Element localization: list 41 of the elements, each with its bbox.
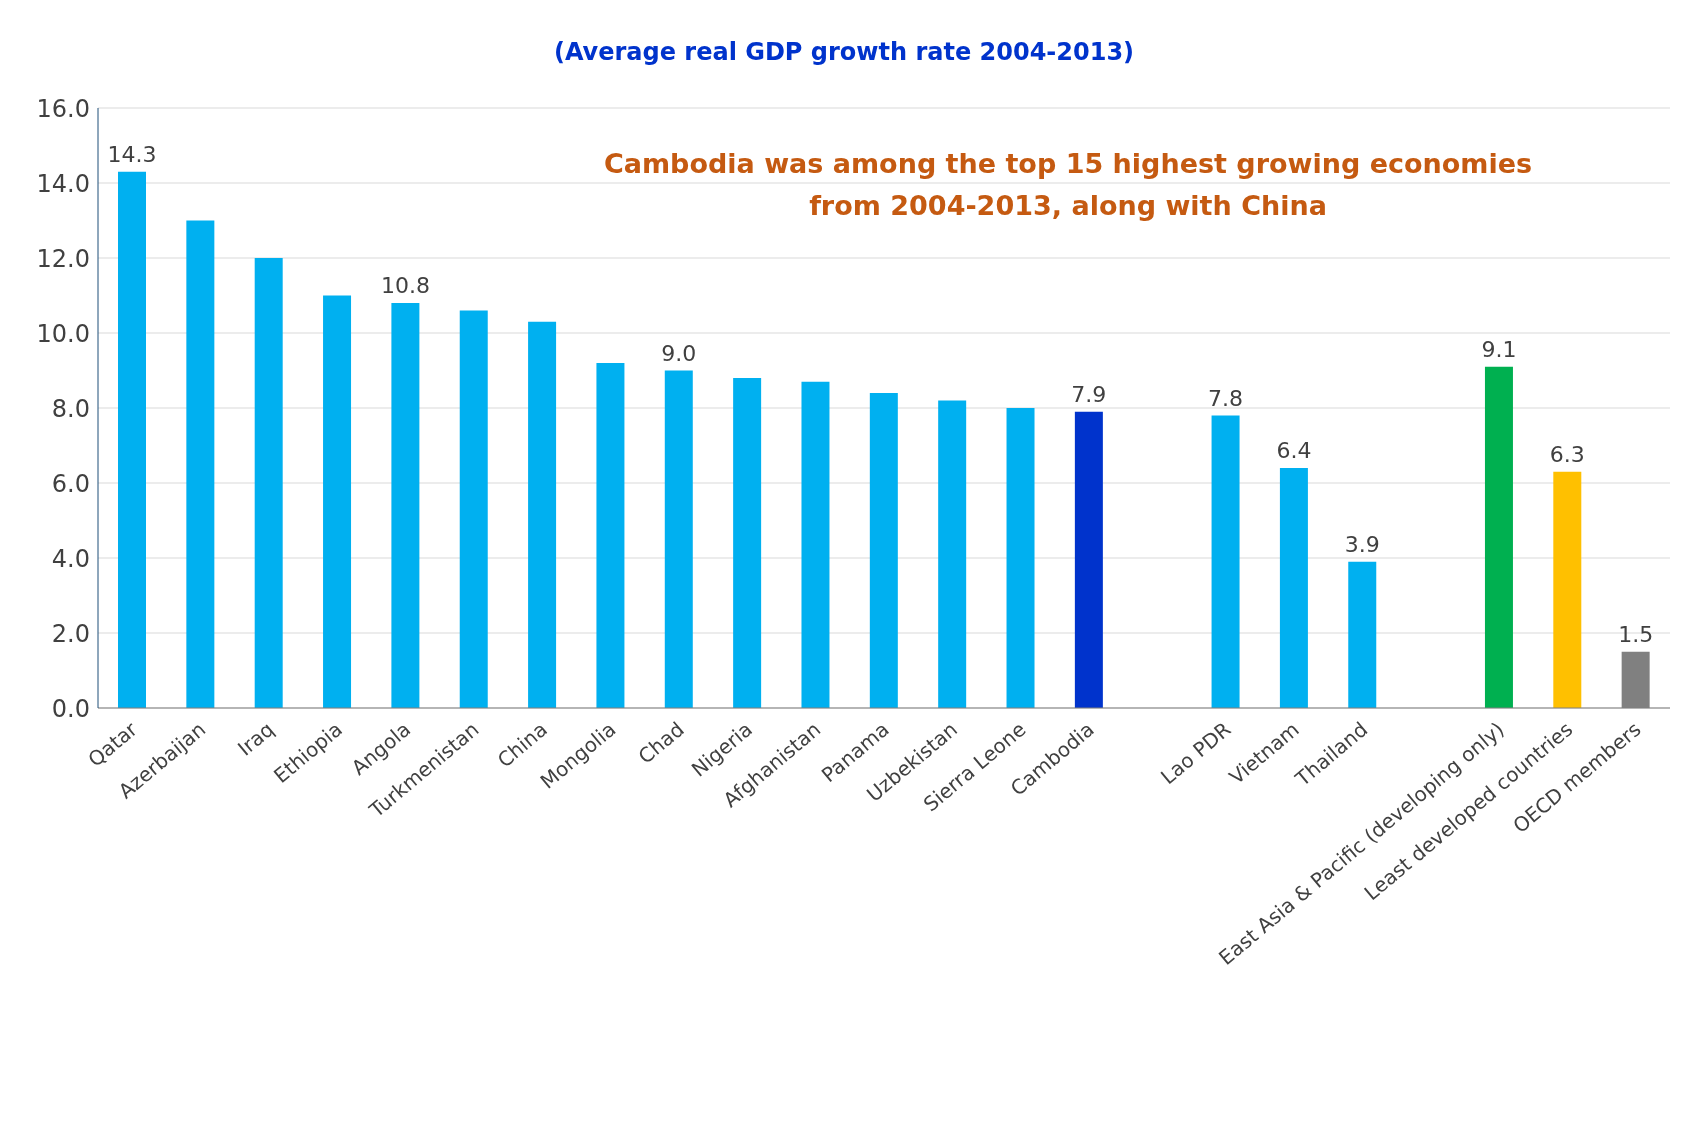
bar [1211,415,1240,708]
data-label: 7.9 [1071,381,1107,407]
bar [869,393,898,708]
data-label: 6.3 [1549,441,1585,467]
bar [1484,366,1513,708]
bar [1279,468,1308,708]
bar [938,400,967,708]
bar [528,321,557,708]
y-tick-label: 14.0 [36,169,90,198]
y-tick-label: 4.0 [51,544,90,573]
bar [1348,561,1377,708]
y-tick-label: 8.0 [51,394,90,423]
bar [1553,471,1582,708]
bar [664,370,693,708]
y-tick-label: 0.0 [51,694,90,723]
data-label: 14.3 [107,141,157,167]
y-tick-label: 16.0 [36,94,90,123]
bar [1006,408,1035,708]
data-label: 9.1 [1481,336,1517,362]
bar [459,310,488,708]
bar [596,363,625,708]
bar [801,381,830,708]
data-label: 7.8 [1208,385,1244,411]
y-tick-label: 2.0 [51,619,90,648]
data-label: 3.9 [1344,531,1380,557]
bar [323,295,352,708]
bar [1074,411,1103,708]
data-label: 9.0 [661,340,697,366]
bar [118,171,146,708]
data-label: 10.8 [380,273,430,298]
chart-title: (Average real GDP growth rate 2004-2013) [552,37,1136,68]
bar [186,220,215,708]
bar [733,378,762,708]
y-tick-label: 10.0 [36,319,90,348]
data-label: 6.4 [1276,438,1312,463]
bar [254,258,283,708]
y-tick-label: 6.0 [51,469,90,498]
data-label: 1.5 [1618,621,1654,647]
y-tick-label: 12.0 [36,244,90,273]
bar [391,303,420,708]
annotation: Cambodia was among the top 15 highest growing economies from 2004-2013, along with China [602,147,1534,223]
